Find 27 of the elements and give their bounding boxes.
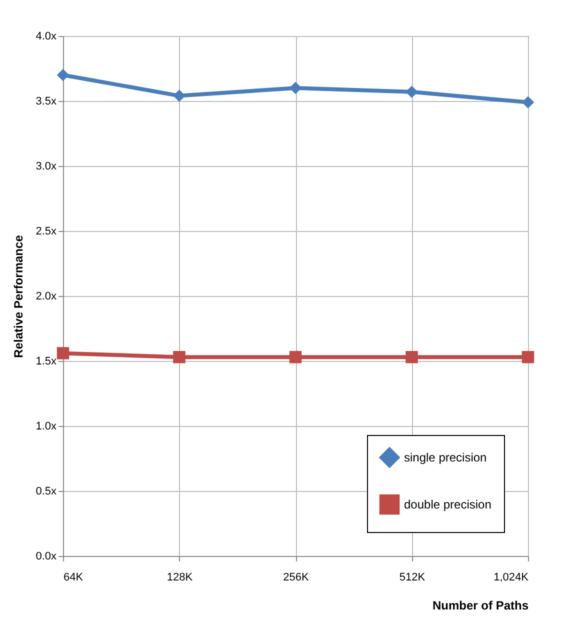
x-tick-label: 512K xyxy=(399,572,426,584)
y-tick-label: 3.0x xyxy=(36,160,57,172)
y-tick-label: 0.5x xyxy=(36,486,57,498)
legend-label: double precision xyxy=(404,498,492,512)
y-tick-label: 2.5x xyxy=(36,226,57,238)
y-tick-label: 3.5x xyxy=(36,96,57,108)
x-tick-label: 256K xyxy=(283,572,310,584)
point xyxy=(406,350,418,364)
y-tick-label: 0.0x xyxy=(36,550,57,562)
x-tick-label: 1,024K xyxy=(494,572,530,584)
y-tick-label: 1.0x xyxy=(36,420,57,432)
point xyxy=(522,96,534,108)
point xyxy=(406,86,418,98)
y-tick-label: 4.0x xyxy=(36,30,57,42)
point xyxy=(173,350,186,364)
point xyxy=(173,90,186,102)
point xyxy=(56,68,70,82)
point xyxy=(522,350,534,364)
x-tick-label: 128K xyxy=(166,572,194,584)
y-axis-title: Relative Performance xyxy=(12,234,26,358)
point xyxy=(289,350,302,364)
x-axis-title: Number of Paths xyxy=(432,598,529,612)
x-tick-label: 64K xyxy=(64,572,84,584)
legend-label: single precision xyxy=(404,450,487,464)
y-tick-label: 1.5x xyxy=(36,356,57,368)
y-tick-label: 2.0x xyxy=(36,290,57,302)
point xyxy=(56,347,70,360)
